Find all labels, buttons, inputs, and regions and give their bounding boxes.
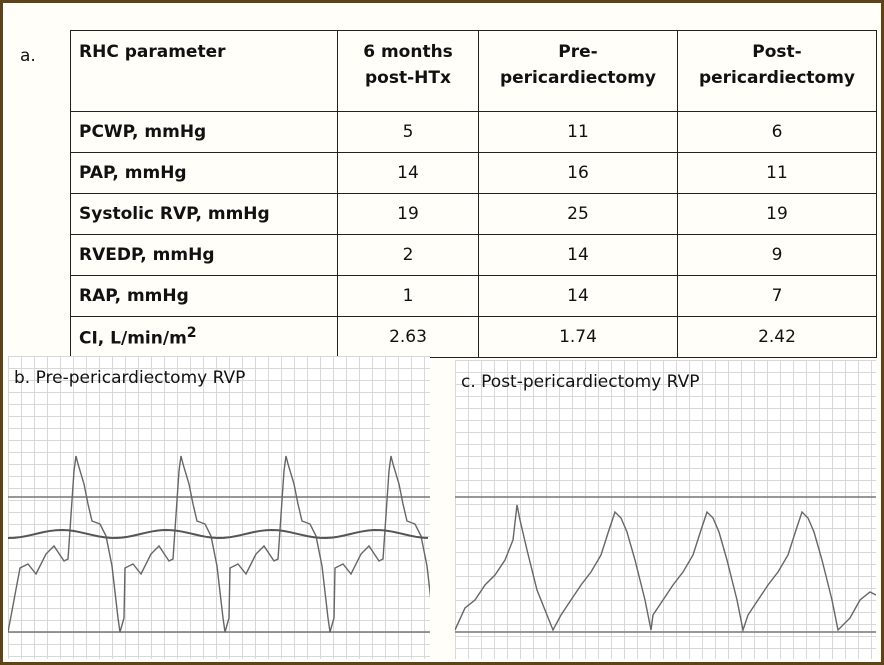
header-text: pericardiectomy xyxy=(698,68,856,88)
value-cell: 9 xyxy=(677,234,877,276)
parameter-text: PAP, mmHg xyxy=(79,163,187,183)
header-parameter: RHC parameter xyxy=(70,30,338,112)
table-header-row: RHC parameter 6 months post-HTx Pre-peric… xyxy=(70,30,877,112)
value-cell: 7 xyxy=(677,275,877,317)
rhc-table: RHC parameter 6 months post-HTx Pre-peric… xyxy=(70,30,877,358)
header-text: pericardiectomy xyxy=(499,68,657,88)
header-text: 6 months xyxy=(363,42,453,62)
parameter-cell: PAP, mmHg xyxy=(70,152,338,194)
value-cell: 11 xyxy=(478,111,678,153)
table-row: RAP, mmHg 1 14 7 xyxy=(70,275,877,317)
value-cell: 1.74 xyxy=(478,316,678,358)
parameter-cell: Systolic RVP, mmHg xyxy=(70,193,338,235)
header-text: Pre- xyxy=(558,42,598,62)
panel-c-title: c. Post-pericardiectomy RVP xyxy=(461,372,700,392)
parameter-text: RVEDP, mmHg xyxy=(79,245,215,265)
rvp-trace xyxy=(8,455,430,633)
parameter-cell: CI, L/min/m2 xyxy=(70,316,338,358)
superscript: 2 xyxy=(186,325,197,342)
table-row: RVEDP, mmHg 2 14 9 xyxy=(70,234,877,276)
parameter-text: CI, L/min/m xyxy=(79,328,187,349)
parameter-cell: PCWP, mmHg xyxy=(70,111,338,153)
rvp-waveform-pre xyxy=(8,455,430,633)
header-6-months: 6 months post-HTx xyxy=(337,30,479,112)
header-text: Post- xyxy=(752,42,802,62)
value-cell: 11 xyxy=(677,152,877,194)
rvp-trace xyxy=(455,504,876,633)
value-cell: 25 xyxy=(478,193,678,235)
table-row: Systolic RVP, mmHg 19 25 19 xyxy=(70,193,877,235)
pressure-baseline-trace xyxy=(8,529,429,539)
panel-c-tracing: c. Post-pericardiectomy RVP xyxy=(455,360,876,659)
value-cell: 16 xyxy=(478,152,678,194)
header-post: Post-pericardiectomy xyxy=(677,30,877,112)
header-pre: Pre-pericardiectomy xyxy=(478,30,678,112)
header-text: post-HTx xyxy=(365,68,451,88)
value-cell: 2.42 xyxy=(677,316,877,358)
value-cell: 2 xyxy=(337,234,479,276)
value-cell: 2.63 xyxy=(337,316,479,358)
parameter-text: PCWP, mmHg xyxy=(79,122,207,142)
value-cell: 1 xyxy=(337,275,479,317)
value-cell: 19 xyxy=(337,193,479,235)
value-cell: 14 xyxy=(478,275,678,317)
value-cell: 19 xyxy=(677,193,877,235)
value-cell: 5 xyxy=(337,111,479,153)
table-row: CI, L/min/m2 2.63 1.74 2.42 xyxy=(70,316,877,358)
table-row: PAP, mmHg 14 16 11 xyxy=(70,152,877,194)
parameter-text: RAP, mmHg xyxy=(79,286,189,306)
panel-b-tracing: b. Pre-pericardiectomy RVP xyxy=(8,356,430,659)
value-cell: 14 xyxy=(478,234,678,276)
value-cell: 6 xyxy=(677,111,877,153)
header-text: RHC parameter xyxy=(79,42,226,62)
parameter-cell: RVEDP, mmHg xyxy=(70,234,338,276)
panel-a-label: a. xyxy=(20,46,36,66)
parameter-cell: RAP, mmHg xyxy=(70,275,338,317)
rvp-waveform-post xyxy=(455,496,876,633)
parameter-text: Systolic RVP, mmHg xyxy=(79,204,270,224)
panel-b-title: b. Pre-pericardiectomy RVP xyxy=(14,368,246,388)
value-cell: 14 xyxy=(337,152,479,194)
table-row: PCWP, mmHg 5 11 6 xyxy=(70,111,877,153)
